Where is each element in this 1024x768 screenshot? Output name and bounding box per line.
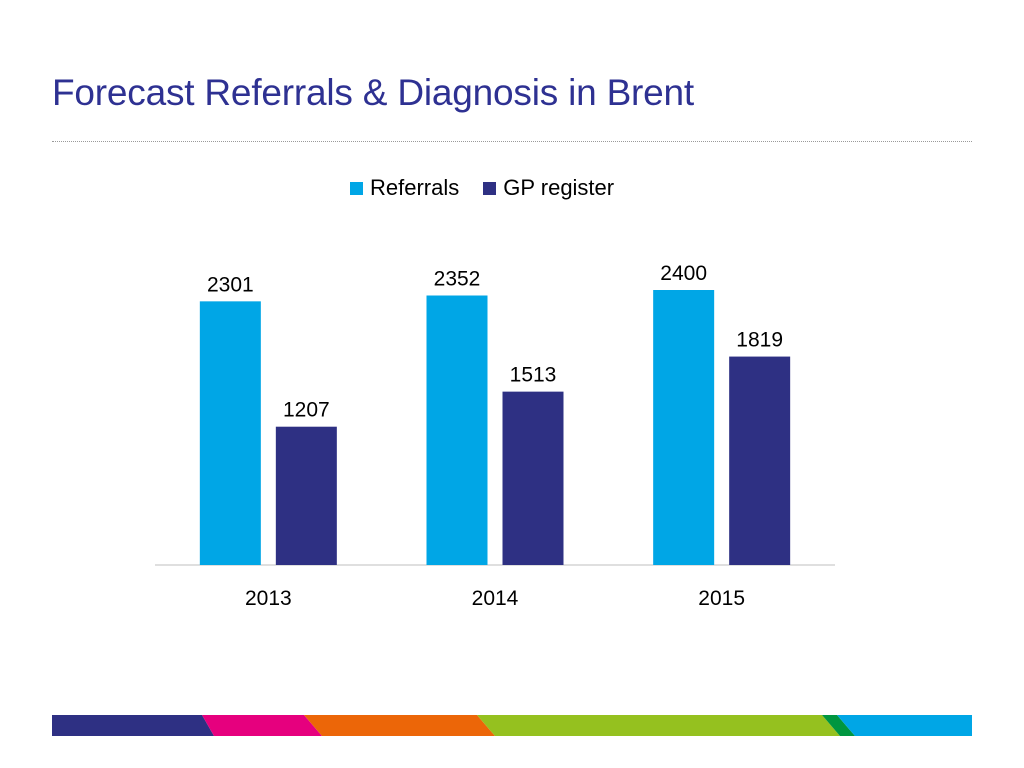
band-segment-cyan — [837, 715, 972, 736]
slide-title: Forecast Referrals & Diagnosis in Brent — [52, 72, 695, 113]
legend-label-referrals: Referrals — [370, 175, 460, 200]
bar-gp-register-2014 — [502, 391, 564, 565]
data-label-referrals-2013: 2301 — [207, 273, 254, 296]
x-tick-label-2015: 2015 — [698, 587, 745, 610]
x-tick-label-2013: 2013 — [245, 587, 292, 610]
bar-referrals-2013 — [199, 301, 261, 565]
bar-chart: 2301 1207 2013 2352 1513 2014 2400 1819 2015 — [155, 262, 835, 610]
band-segment-lime — [477, 715, 840, 736]
legend-swatch-referrals — [350, 181, 363, 195]
bar-gp-register-2015 — [729, 356, 791, 565]
legend-item-referrals: Referrals — [350, 175, 459, 201]
legend-item-gp-register: GP register — [483, 175, 614, 201]
data-label-gp-register-2013: 1207 — [283, 399, 330, 422]
legend-swatch-gp-register — [483, 181, 497, 195]
legend-label-gp-register: GP register — [503, 175, 615, 200]
bar-referrals-2014 — [426, 295, 488, 565]
band-segment-navy — [52, 715, 214, 736]
data-label-gp-register-2015: 1819 — [736, 329, 783, 352]
data-label-referrals-2014: 2352 — [434, 268, 481, 291]
bar-gp-register-2013 — [275, 426, 337, 565]
chart-legend: Referrals GP register — [350, 175, 638, 201]
x-tick-label-2014: 2014 — [472, 587, 519, 610]
footer-color-band — [52, 715, 972, 736]
data-label-referrals-2015: 2400 — [660, 262, 707, 285]
data-label-gp-register-2014: 1513 — [510, 364, 557, 387]
bar-referrals-2015 — [653, 290, 715, 565]
band-segment-green — [822, 715, 855, 736]
title-divider — [52, 141, 972, 142]
band-segment-magenta — [202, 715, 322, 736]
band-segment-orange — [304, 715, 495, 736]
